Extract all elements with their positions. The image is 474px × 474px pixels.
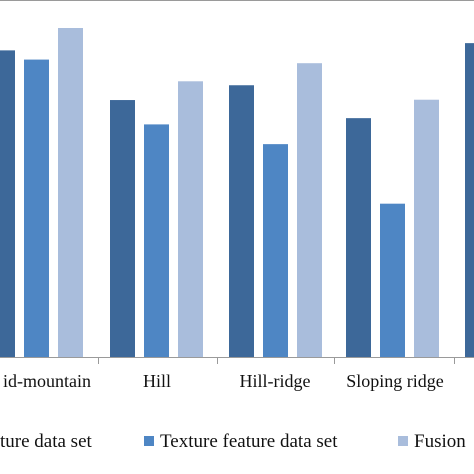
legend-label-spectral: ture data set [0, 431, 93, 452]
legend-swatch-texture [144, 436, 154, 446]
bar-mid-mountain-texture [24, 59, 49, 358]
bar-hill-spectral [110, 100, 135, 358]
bar-mid-mountain-spectral [0, 50, 15, 357]
legend-swatch-fusion [398, 436, 408, 446]
bar-hill-texture [144, 124, 169, 357]
x-tick-label-hill: Hill [143, 371, 171, 391]
x-tick-label-mid-mountain: id-mountain [3, 371, 91, 391]
bars-layer [0, 28, 474, 358]
bar-mid-mountain-fusion [58, 28, 83, 357]
legend-label-fusion: Fusion [414, 431, 466, 452]
legend-label-texture: Texture feature data set [160, 431, 338, 452]
bar-sloping-ridge-texture [380, 203, 405, 357]
legend: ture data set Texture feature data set F… [0, 431, 466, 452]
bar-partial-next-category [465, 43, 474, 357]
bar-hill-ridge-spectral [229, 85, 254, 357]
bar-sloping-ridge-spectral [346, 118, 371, 358]
x-tick-label-sloping-ridge: Sloping ridge [346, 371, 444, 391]
x-tick-label-hill-ridge: Hill-ridge [240, 371, 311, 391]
bar-hill-ridge-texture [263, 144, 288, 357]
x-axis-ticks [98, 357, 455, 364]
bar-hill-ridge-fusion [297, 63, 322, 357]
bar-sloping-ridge-fusion [414, 99, 439, 358]
bar-hill-fusion [178, 81, 203, 357]
